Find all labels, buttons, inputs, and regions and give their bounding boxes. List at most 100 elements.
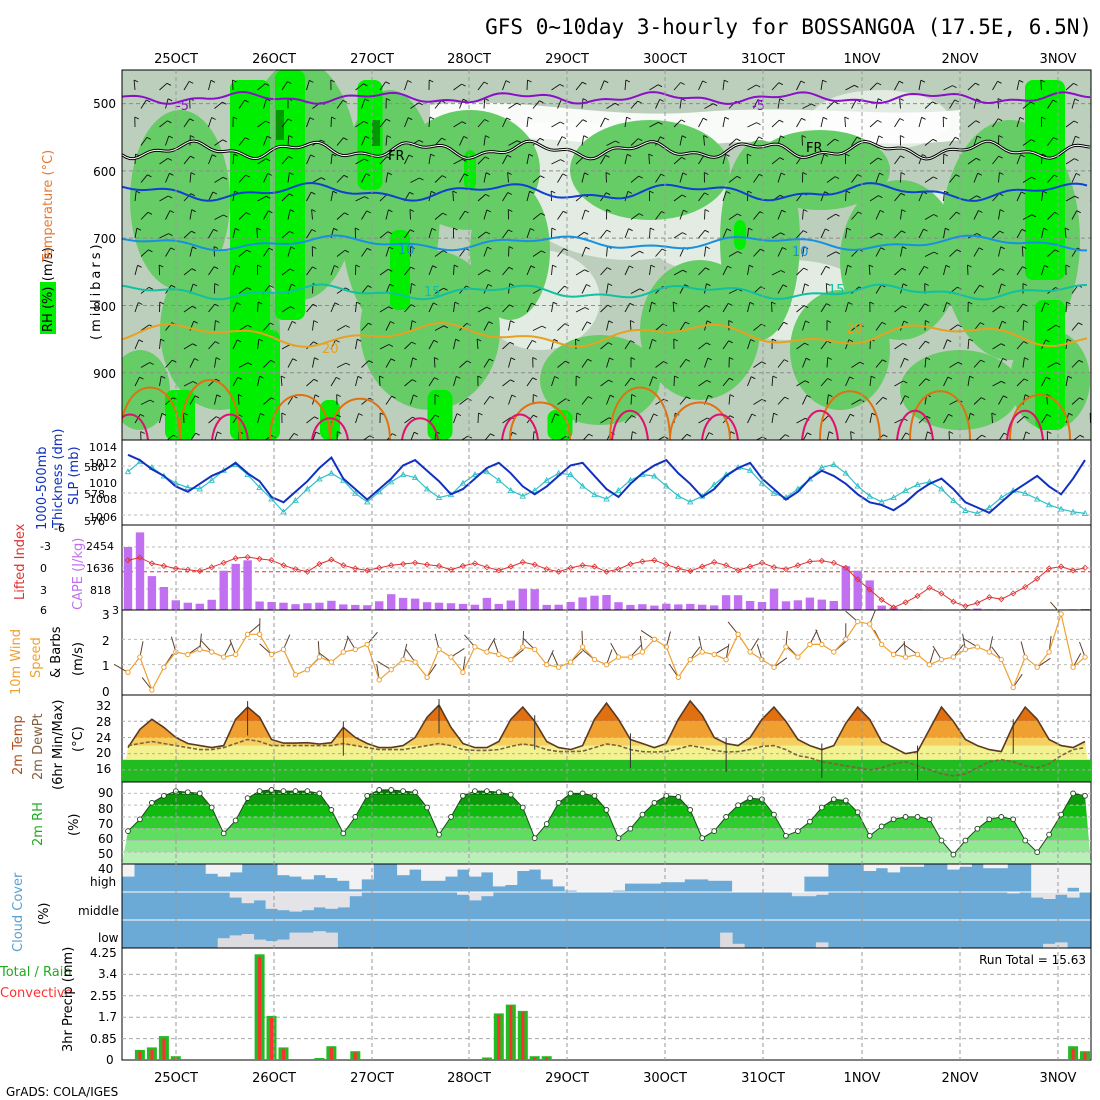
cape-bar	[602, 595, 611, 610]
rh-point	[651, 799, 658, 806]
wind-barb	[361, 98, 366, 109]
wind-barb	[943, 228, 946, 239]
rh-point	[436, 831, 442, 838]
cape-bar	[566, 602, 575, 610]
wind-barb-flag	[488, 321, 493, 325]
slp-point	[531, 486, 538, 493]
wind-barb-flag	[606, 267, 612, 271]
wind-barb	[655, 361, 664, 368]
wind-barb-flag	[364, 98, 370, 102]
wind-barb	[949, 361, 959, 368]
wind-barb	[140, 174, 148, 183]
wind-barb	[802, 103, 812, 109]
wind-barb-flag	[683, 209, 688, 213]
wind-barb	[237, 394, 240, 405]
wind10m-barb	[462, 656, 466, 673]
wind-barb	[433, 357, 436, 368]
wind-barb-flag	[293, 432, 299, 436]
wind-barb-flag	[1064, 227, 1070, 231]
wind-barb	[1090, 348, 1091, 350]
wind-barb-flag	[236, 339, 242, 343]
wind-barb	[1047, 362, 1057, 368]
slp-point	[519, 492, 527, 499]
wind-barb-flag	[584, 172, 589, 176]
cloud-low-cover	[325, 932, 338, 948]
wind-barb-flag	[708, 432, 714, 436]
wind-barb	[361, 136, 366, 146]
wind-speed-point	[352, 646, 358, 653]
ylabel-2m-temp: 2m Temp	[11, 715, 26, 775]
rh-point	[1022, 837, 1029, 844]
rh-point	[735, 802, 741, 809]
wind-barb-flag	[945, 264, 951, 268]
wind-barb	[526, 117, 529, 128]
lifted-index-point	[782, 566, 790, 573]
wind-barb-flag	[933, 176, 938, 180]
wind-barb	[657, 436, 665, 440]
wind-speed-point	[376, 677, 382, 683]
cloud-high-gap	[516, 864, 530, 871]
wind-barb-flag	[639, 250, 644, 254]
wind-barb-flag	[822, 116, 828, 120]
wind-barb-flag	[902, 246, 907, 250]
wind-barb	[875, 172, 880, 183]
precip-tick: 0.85	[90, 1032, 117, 1046]
lifted-index-point	[938, 590, 945, 597]
wind-barb-flag	[1078, 359, 1084, 363]
thickness-tick: 580	[84, 461, 105, 474]
wind-barb	[208, 154, 213, 165]
wind-barb	[801, 135, 803, 146]
slp-point	[256, 484, 263, 490]
ylabel-barbs: & Barbs	[49, 626, 64, 678]
wind-barb	[698, 155, 705, 165]
slp-point	[304, 485, 311, 492]
wind-barb	[1016, 341, 1024, 350]
wind-barb-flag	[859, 361, 865, 365]
ylabel-thickness-b: Thickness (dm)	[51, 429, 66, 529]
lifted-index-line	[127, 556, 1086, 608]
slp-tick: 1014	[89, 441, 117, 454]
wind-barb-flag	[967, 301, 973, 305]
wind-barb	[875, 284, 882, 294]
wind-barb-flag	[607, 342, 613, 346]
wind-barb-flag	[926, 415, 931, 419]
cape-bar	[626, 604, 635, 610]
wind-barb	[257, 158, 267, 165]
lifted-index-point	[1069, 567, 1077, 574]
wind-barb	[704, 432, 710, 440]
wind-barb-flag	[1023, 378, 1029, 382]
wind-speed-point	[424, 674, 430, 680]
rh-point	[424, 804, 430, 811]
wind-barb-flag	[632, 431, 637, 435]
lifted-index-point	[711, 559, 718, 566]
wind-barb	[820, 80, 824, 91]
wind-barb-flag	[334, 265, 339, 268]
wind-barb-flag	[956, 249, 962, 253]
cape-bar	[554, 604, 563, 610]
bottom-date-label: 1NOV	[844, 1071, 881, 1086]
wind-barb-flag	[139, 413, 145, 417]
slp-point	[950, 497, 957, 503]
wind-barb	[483, 396, 491, 405]
lifted-index-point	[412, 559, 419, 566]
wind-barb-flag	[506, 154, 512, 158]
wind-barb	[551, 376, 556, 387]
wind-barb	[679, 172, 684, 183]
wind-barb	[802, 395, 808, 405]
wind-barb	[747, 339, 752, 350]
cape-bar	[279, 602, 288, 610]
wind-barb-flag	[834, 176, 840, 180]
cloud-high-gap	[612, 864, 625, 891]
lifted-index-point	[902, 599, 909, 606]
wind-barb-flag	[533, 394, 538, 397]
slp-point	[399, 471, 407, 478]
wind-barb	[826, 176, 836, 183]
rh-point	[1010, 816, 1017, 823]
wind-barb-flag	[1041, 116, 1046, 120]
rh-legend-swatch	[40, 282, 56, 334]
wind-barb	[655, 173, 662, 183]
top-date-label: 30OCT	[643, 52, 687, 67]
wind-barb	[410, 394, 414, 405]
slp-point	[866, 492, 873, 499]
wind-barb-flag	[780, 135, 785, 139]
